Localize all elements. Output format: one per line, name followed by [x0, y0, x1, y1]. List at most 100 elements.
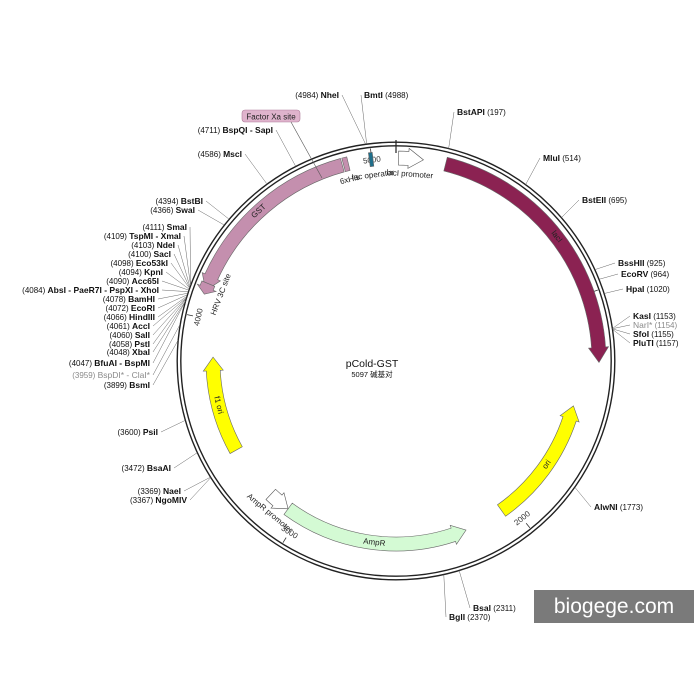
site-position: (695) [608, 196, 627, 205]
feature-ori [497, 405, 580, 517]
site-bstapi: BstAPI (197) [448, 107, 506, 149]
site-leader [244, 153, 268, 185]
feature-laci [443, 156, 610, 363]
site-leader [574, 487, 592, 508]
site-enzyme: BstBI [181, 196, 203, 206]
site-label: (4366) SwaI [150, 205, 195, 215]
site-enzyme: SwaI [176, 205, 195, 215]
site-label: MluI (514) [543, 153, 581, 163]
factor-xa-leader [290, 121, 323, 179]
site-hindiii: (4066) HindIII [104, 296, 187, 322]
site-position: (3959) [72, 371, 95, 380]
site-leader [197, 209, 225, 226]
site-enzyme: SacI [154, 249, 172, 259]
site-label: (4100) SacI [128, 249, 171, 259]
feature-f1-ori [202, 356, 243, 454]
site-position: (4048) [107, 348, 130, 357]
site-label: (3472) BsaAI [122, 463, 171, 473]
site-enzyme: BsmI [129, 380, 150, 390]
site-enzyme: Eco53kI [136, 258, 168, 268]
site-label: SfoI (1155) [633, 329, 674, 339]
site-position: (3899) [104, 381, 127, 390]
site-pluti: PluTI (1157) [612, 329, 679, 348]
site-position: (4100) [128, 250, 151, 259]
site-enzyme: BspDI* - ClaI* [98, 370, 151, 380]
site-bsshii: BssHII (925) [594, 258, 666, 270]
site-label: (4586) MscI [198, 149, 242, 159]
feature-6xhis [341, 156, 351, 173]
site-position: (964) [650, 270, 669, 279]
site-position: (1153) [653, 312, 676, 321]
site-psti: (4058) PstI [109, 298, 187, 349]
factor-xa-label: Factor Xa site [246, 113, 296, 122]
site-label: (3367) NgoMIV [130, 495, 187, 505]
site-kpni: (4094) KpnI [119, 267, 190, 290]
plasmid-name: pCold-GST [346, 358, 399, 370]
site-position: (4060) [110, 331, 133, 340]
site-leader [161, 280, 189, 291]
site-position: (4047) [69, 359, 92, 368]
site-bmti: BmtI (4988) [360, 90, 409, 145]
site-leader [152, 297, 187, 327]
site-leader [173, 253, 190, 288]
site-label: (4098) Eco53kI [111, 258, 169, 268]
site-absi-paer7i-pspxi-xhoi: (4084) AbsI - PaeR7I - PspXI - XhoI [22, 285, 189, 295]
site-leader [160, 420, 186, 433]
site-position: (4061) [107, 322, 130, 331]
site-leader [612, 329, 631, 344]
site-leader [341, 94, 366, 145]
site-bamhi: (4078) BamHI [103, 292, 188, 304]
site-acci: (4061) AccI [107, 297, 187, 331]
site-leader [525, 157, 541, 185]
site-bsmi: (3899) BsmI [104, 340, 179, 390]
site-enzyme: MluI [543, 153, 560, 163]
site-position: (4078) [103, 295, 126, 304]
watermark: biogege.com [534, 590, 694, 623]
site-leader [170, 262, 190, 289]
site-label: (4103) NdeI [131, 240, 175, 250]
site-position: (1154) [655, 321, 678, 330]
site-label: (4984) NheI [295, 90, 339, 100]
site-leader [161, 289, 189, 292]
site-position: (925) [647, 259, 666, 268]
site-position: (4586) [198, 150, 221, 159]
site-leader [152, 300, 186, 353]
site-enzyme: BspQI - SapI [222, 125, 273, 135]
site-msci: (4586) MscI [198, 149, 268, 185]
site-enzyme: BglI [449, 612, 465, 622]
restriction-sites: (4984) NheI BmtI (4988) BstAPI (197) MluI (… [22, 90, 679, 622]
site-bsteii: BstEII (695) [561, 195, 627, 218]
site-swai: (4366) SwaI [150, 205, 225, 226]
site-enzyme: EcoRV [621, 269, 649, 279]
site-label: (4048) XbaI [107, 347, 150, 357]
site-ngomiv: (3367) NgoMIV [130, 477, 211, 505]
tick-mark [282, 537, 287, 543]
site-enzyme: HindIII [129, 312, 155, 322]
site-nhei: (4984) NheI [295, 90, 366, 145]
site-leader [360, 94, 367, 145]
site-position: (4711) [198, 126, 221, 135]
site-leader [612, 324, 631, 329]
site-enzyme: XbaI [132, 347, 150, 357]
site-leader [594, 262, 616, 270]
site-label: (4066) HindIII [104, 312, 155, 322]
site-enzyme: AbsI - PaeR7I - PspXI - XhoI [48, 285, 159, 295]
site-sali: (4060) SalI [110, 297, 187, 340]
site-leader [448, 111, 455, 149]
site-leader [612, 328, 631, 335]
site-position: (2311) [493, 604, 516, 613]
site-acc65i: (4090) Acc65I [106, 276, 189, 291]
site-position: (4098) [111, 259, 134, 268]
site-leader [189, 226, 191, 285]
site-enzyme: BssHII [618, 258, 644, 268]
site-enzyme: PstI [134, 339, 150, 349]
site-enzyme: PsiI [143, 427, 158, 437]
site-leader [183, 476, 211, 492]
site-enzyme: MscI [223, 149, 242, 159]
factor-xa-annotation: Factor Xa site [241, 109, 323, 179]
site-label: (3600) PsiI [118, 427, 158, 437]
site-enzyme: BstAPI [457, 107, 485, 117]
site-position: (4072) [106, 304, 129, 313]
site-leader [152, 324, 181, 376]
site-position: (4103) [131, 241, 154, 250]
